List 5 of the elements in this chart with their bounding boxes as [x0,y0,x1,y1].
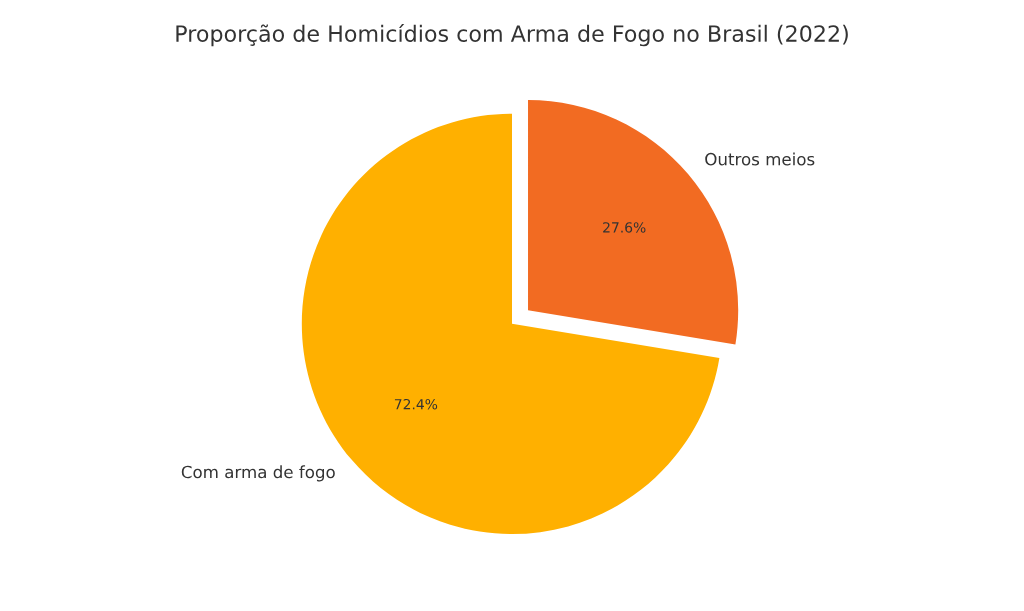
slice-label: Outros meios [705,152,815,166]
chart-title: Proporção de Homicídios com Arma de Fogo no Brasil (2022) [176,23,848,47]
data-label: 72.4% [394,398,438,410]
data-label: 27.6% [603,222,646,233]
slice-label: Com arma de fogo [181,465,335,482]
